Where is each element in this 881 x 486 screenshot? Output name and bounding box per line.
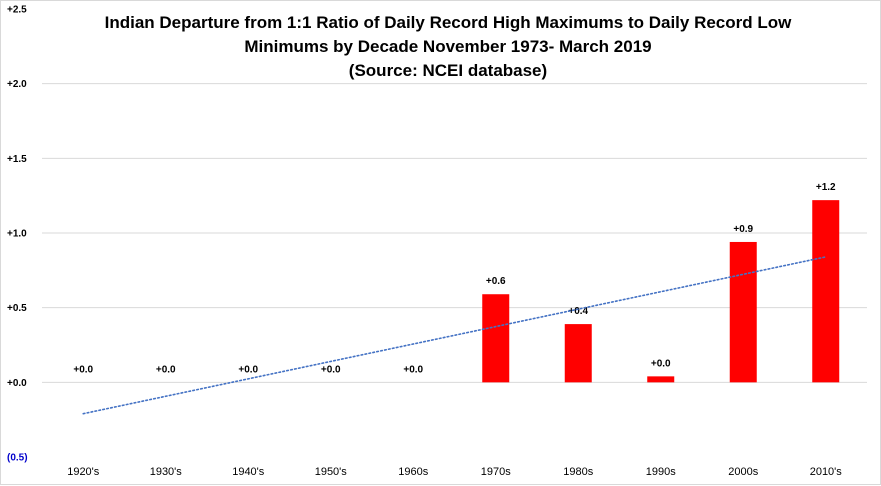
x-tick-label: 1970s xyxy=(481,466,511,478)
chart-title-line-1: Indian Departure from 1:1 Ratio of Daily… xyxy=(105,13,793,32)
bar xyxy=(729,241,757,383)
bar xyxy=(812,200,840,383)
x-axis-ticks: 1920's 1930's 1940's 1950's 1960s 1970s 1980s 1… xyxy=(67,466,842,478)
chart-title: Indian Departure from 1:1 Ratio of Daily… xyxy=(105,13,793,80)
data-label: +0.0 xyxy=(73,364,93,375)
y-tick-label: +0.0 xyxy=(7,378,27,389)
gridlines xyxy=(42,83,867,383)
data-label: +0.0 xyxy=(403,364,423,375)
bar xyxy=(564,324,592,383)
chart-title-line-2: Minimums by Decade November 1973- March … xyxy=(244,37,651,56)
y-tick-label: +2.5 xyxy=(7,5,27,16)
bar xyxy=(482,294,510,383)
bar xyxy=(647,376,675,383)
data-label: +0.6 xyxy=(486,276,506,287)
data-label: +0.0 xyxy=(238,364,258,375)
x-tick-label: 1990s xyxy=(646,466,676,478)
y-tick-label: (0.5) xyxy=(7,453,28,464)
x-tick-label: 2000s xyxy=(728,466,758,478)
x-tick-label: 1950's xyxy=(315,466,348,478)
data-label: +1.2 xyxy=(816,182,836,193)
chart-title-line-3: (Source: NCEI database) xyxy=(349,61,547,80)
y-tick-label: +0.5 xyxy=(7,303,27,314)
y-axis-ticks: +2.5 +2.0 +1.5 +1.0 +0.5 +0.0 (0.5) xyxy=(7,5,28,464)
trendline xyxy=(82,256,827,415)
data-label: +0.0 xyxy=(156,364,176,375)
data-label: +0.0 xyxy=(651,358,671,369)
data-label: +0.4 xyxy=(568,306,588,317)
y-tick-label: +1.5 xyxy=(7,154,27,165)
trendline-layer xyxy=(82,256,827,415)
data-labels: +0.0 +0.0 +0.0 +0.0 +0.0 +0.6 +0.4 +0.0 +0.9 +1.2 xyxy=(73,182,836,375)
x-tick-label: 1930's xyxy=(150,466,183,478)
x-tick-label: 1980s xyxy=(563,466,593,478)
bars xyxy=(482,200,840,383)
y-tick-label: +1.0 xyxy=(7,229,27,240)
x-tick-label: 2010's xyxy=(810,466,843,478)
x-tick-label: 1920's xyxy=(67,466,100,478)
data-label: +0.9 xyxy=(733,224,753,235)
y-tick-label: +2.0 xyxy=(7,79,27,90)
data-label: +0.0 xyxy=(321,364,341,375)
x-tick-label: 1960s xyxy=(398,466,428,478)
x-tick-label: 1940's xyxy=(232,466,265,478)
